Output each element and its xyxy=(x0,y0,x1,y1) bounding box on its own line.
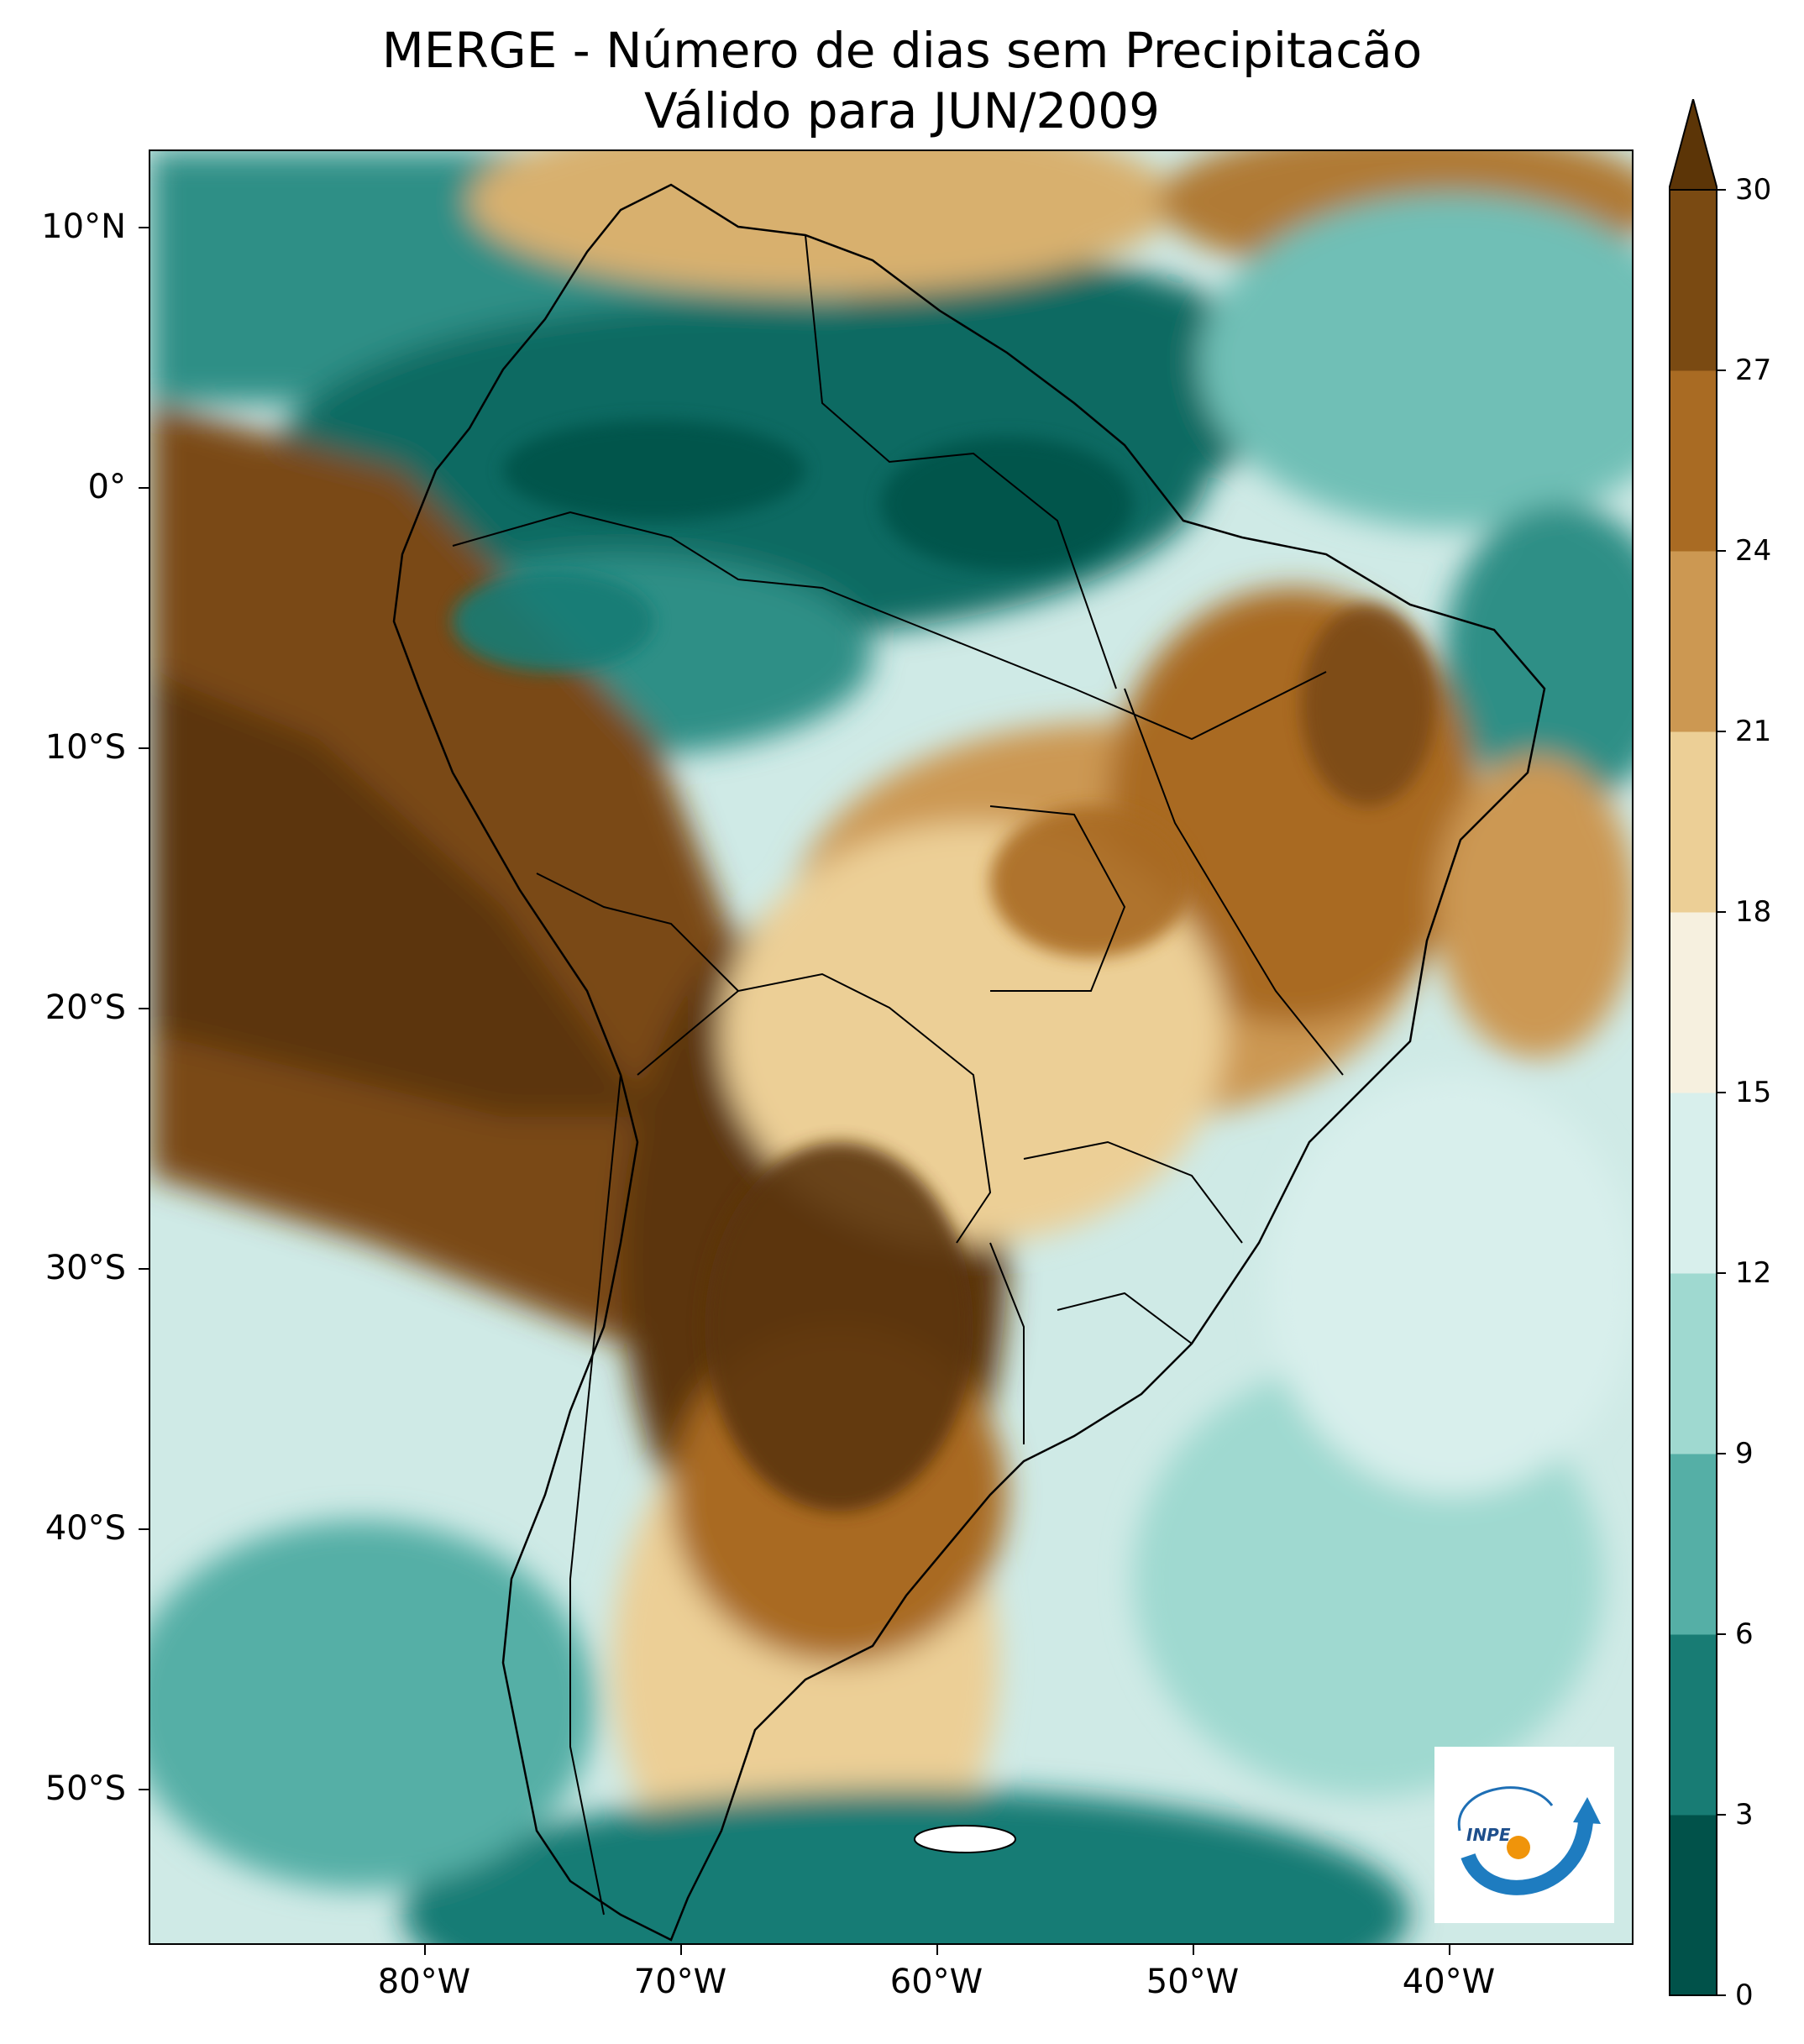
colorbar-tick xyxy=(1717,911,1726,913)
colorbar-tick xyxy=(1717,1092,1726,1093)
colorbar-band-1 xyxy=(1670,1634,1717,1816)
colorbar-tick-label: 15 xyxy=(1735,1076,1772,1109)
colorbar-band-6 xyxy=(1670,731,1717,913)
colorbar-tick xyxy=(1717,369,1726,371)
colorbar-tick-label: 24 xyxy=(1735,534,1772,568)
lon-label-70w: 70°W xyxy=(633,1963,727,2001)
colorbar-tick-label: 18 xyxy=(1735,895,1772,929)
colorbar-band-9 xyxy=(1670,190,1717,371)
colorbar-tick-label: 27 xyxy=(1735,354,1772,387)
colorbar-band-7 xyxy=(1670,551,1717,732)
lat-label-40s: 40°S xyxy=(45,1509,126,1548)
colorbar-band-4 xyxy=(1670,1093,1717,1274)
lat-label-10s: 10°S xyxy=(45,728,126,767)
colorbar-band-5 xyxy=(1670,912,1717,1093)
colorbar-band-2 xyxy=(1670,1454,1717,1635)
lon-label-80w: 80°W xyxy=(377,1963,471,2001)
lat-label-30s: 30°S xyxy=(45,1249,126,1287)
colorbar-tick xyxy=(1717,189,1726,191)
colorbar xyxy=(1669,99,1717,1996)
lat-label-20s: 20°S xyxy=(45,988,126,1027)
lat-label-10n: 10°N xyxy=(41,207,126,246)
colorbar-tick-label: 9 xyxy=(1735,1437,1754,1470)
colorbar-tick xyxy=(1717,731,1726,732)
continent-outline xyxy=(392,183,1546,1942)
map-subtitle: Válido para JUN/2009 xyxy=(644,82,1160,139)
colorbar-band-3 xyxy=(1670,1273,1717,1454)
colorbar-tick xyxy=(1717,1633,1726,1635)
inpe-logo: INPE xyxy=(1434,1747,1614,1923)
colorbar-band-0 xyxy=(1670,1815,1717,1996)
colorbar-tick xyxy=(1717,550,1726,552)
lon-label-50w: 50°W xyxy=(1146,1963,1240,2001)
map-title: MERGE - Número de dias sem Precipitacão xyxy=(381,22,1423,79)
precipitation-map xyxy=(149,149,1634,1945)
colorbar-tick-label: 0 xyxy=(1735,1978,1754,2012)
colorbar-tick-label: 3 xyxy=(1735,1798,1754,1832)
lon-label-60w: 60°W xyxy=(889,1963,983,2001)
map-canvas xyxy=(150,151,1632,1943)
colorbar-tick-label: 30 xyxy=(1735,173,1772,207)
colorbar-tick xyxy=(1717,1453,1726,1454)
lon-label-40w: 40°W xyxy=(1402,1963,1496,2001)
colorbar-tick-label: 6 xyxy=(1735,1617,1754,1651)
lat-label-0: 0° xyxy=(87,468,126,506)
colorbar-tick xyxy=(1717,1994,1726,1996)
colorbar-band-8 xyxy=(1670,370,1717,552)
colorbar-tick-label: 12 xyxy=(1735,1256,1772,1290)
colorbar-tick-label: 21 xyxy=(1735,715,1772,748)
colorbar-tick xyxy=(1717,1814,1726,1816)
lat-label-50s: 50°S xyxy=(45,1769,126,1808)
logo-text: INPE xyxy=(1466,1825,1511,1845)
colorbar-tick xyxy=(1717,1272,1726,1274)
